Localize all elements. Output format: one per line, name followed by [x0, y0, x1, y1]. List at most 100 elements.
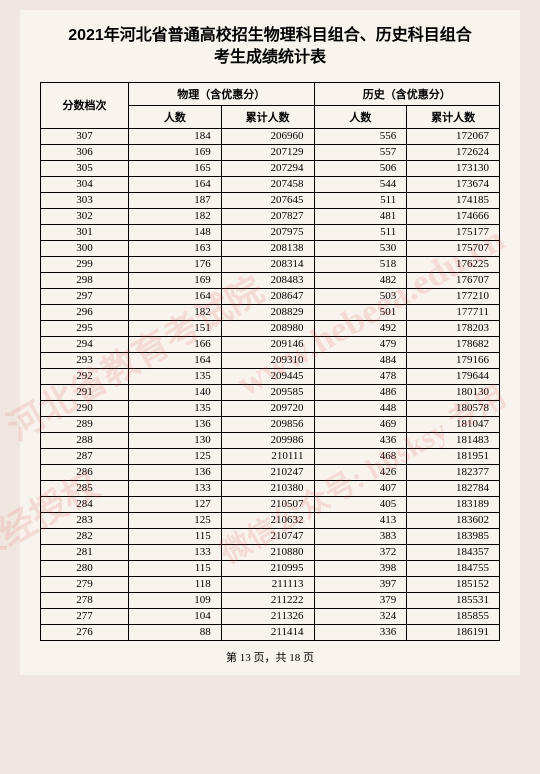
header-history: 历史（含优惠分） — [314, 82, 499, 105]
table-row: 303187207645511174185 — [41, 192, 500, 208]
hist-cum-cell: 183602 — [407, 512, 500, 528]
phys-count-cell: 164 — [129, 288, 222, 304]
phys-count-cell: 176 — [129, 256, 222, 272]
hist-count-cell: 481 — [314, 208, 407, 224]
phys-count-cell: 163 — [129, 240, 222, 256]
score-cell: 291 — [41, 384, 129, 400]
phys-count-cell: 169 — [129, 272, 222, 288]
hist-count-cell: 518 — [314, 256, 407, 272]
hist-cum-cell: 175707 — [407, 240, 500, 256]
hist-count-cell: 397 — [314, 576, 407, 592]
score-cell: 284 — [41, 496, 129, 512]
hist-count-cell: 407 — [314, 480, 407, 496]
phys-cum-cell: 211113 — [221, 576, 314, 592]
table-row: 294166209146479178682 — [41, 336, 500, 352]
hist-cum-cell: 172067 — [407, 128, 500, 144]
table-row: 293164209310484179166 — [41, 352, 500, 368]
hist-cum-cell: 176225 — [407, 256, 500, 272]
table-row: 281133210880372184357 — [41, 544, 500, 560]
page-title: 2021年河北省普通高校招生物理科目组合、历史科目组合 考生成绩统计表 — [40, 25, 500, 70]
score-cell: 286 — [41, 464, 129, 480]
phys-count-cell: 182 — [129, 208, 222, 224]
hist-count-cell: 503 — [314, 288, 407, 304]
phys-cum-cell: 210111 — [221, 448, 314, 464]
phys-count-cell: 182 — [129, 304, 222, 320]
hist-count-cell: 448 — [314, 400, 407, 416]
score-cell: 302 — [41, 208, 129, 224]
phys-count-cell: 104 — [129, 608, 222, 624]
table-row: 280115210995398184755 — [41, 560, 500, 576]
phys-cum-cell: 208829 — [221, 304, 314, 320]
hist-count-cell: 469 — [314, 416, 407, 432]
hist-cum-cell: 173130 — [407, 160, 500, 176]
header-hist-cum: 累计人数 — [407, 105, 500, 128]
phys-cum-cell: 209856 — [221, 416, 314, 432]
table-row: 300163208138530175707 — [41, 240, 500, 256]
phys-count-cell: 148 — [129, 224, 222, 240]
phys-cum-cell: 209986 — [221, 432, 314, 448]
score-cell: 279 — [41, 576, 129, 592]
phys-count-cell: 130 — [129, 432, 222, 448]
table-body: 3071842069605561720673061692071295571726… — [41, 128, 500, 640]
hist-count-cell: 544 — [314, 176, 407, 192]
phys-cum-cell: 211326 — [221, 608, 314, 624]
phys-cum-cell: 210880 — [221, 544, 314, 560]
table-row: 297164208647503177210 — [41, 288, 500, 304]
hist-cum-cell: 182377 — [407, 464, 500, 480]
hist-count-cell: 486 — [314, 384, 407, 400]
phys-cum-cell: 210995 — [221, 560, 314, 576]
table-row: 304164207458544173674 — [41, 176, 500, 192]
table-row: 307184206960556172067 — [41, 128, 500, 144]
score-cell: 305 — [41, 160, 129, 176]
phys-cum-cell: 210380 — [221, 480, 314, 496]
score-cell: 276 — [41, 624, 129, 640]
score-cell: 290 — [41, 400, 129, 416]
phys-cum-cell: 207827 — [221, 208, 314, 224]
title-line-1: 2021年河北省普通高校招生物理科目组合、历史科目组合 — [40, 25, 500, 47]
phys-cum-cell: 211414 — [221, 624, 314, 640]
phys-cum-cell: 210747 — [221, 528, 314, 544]
phys-cum-cell: 208483 — [221, 272, 314, 288]
hist-count-cell: 413 — [314, 512, 407, 528]
score-cell: 292 — [41, 368, 129, 384]
hist-cum-cell: 180578 — [407, 400, 500, 416]
phys-count-cell: 115 — [129, 560, 222, 576]
phys-count-cell: 135 — [129, 400, 222, 416]
hist-count-cell: 501 — [314, 304, 407, 320]
header-phys-count: 人数 — [129, 105, 222, 128]
table-row: 292135209445478179644 — [41, 368, 500, 384]
score-cell: 285 — [41, 480, 129, 496]
table-row: 302182207827481174666 — [41, 208, 500, 224]
phys-count-cell: 165 — [129, 160, 222, 176]
hist-cum-cell: 174666 — [407, 208, 500, 224]
title-line-2: 考生成绩统计表 — [40, 47, 500, 69]
score-cell: 277 — [41, 608, 129, 624]
page-footer: 第 13 页，共 18 页 — [40, 649, 500, 665]
hist-cum-cell: 178203 — [407, 320, 500, 336]
table-row: 279118211113397185152 — [41, 576, 500, 592]
score-cell: 298 — [41, 272, 129, 288]
hist-cum-cell: 175177 — [407, 224, 500, 240]
hist-cum-cell: 179166 — [407, 352, 500, 368]
hist-count-cell: 336 — [314, 624, 407, 640]
hist-cum-cell: 182784 — [407, 480, 500, 496]
hist-count-cell: 484 — [314, 352, 407, 368]
table-row: 285133210380407182784 — [41, 480, 500, 496]
table-row: 278109211222379185531 — [41, 592, 500, 608]
table-row: 287125210111468181951 — [41, 448, 500, 464]
hist-cum-cell: 181047 — [407, 416, 500, 432]
score-cell: 300 — [41, 240, 129, 256]
hist-count-cell: 379 — [314, 592, 407, 608]
hist-count-cell: 556 — [314, 128, 407, 144]
hist-count-cell: 479 — [314, 336, 407, 352]
score-cell: 299 — [41, 256, 129, 272]
hist-count-cell: 492 — [314, 320, 407, 336]
phys-cum-cell: 208980 — [221, 320, 314, 336]
score-cell: 288 — [41, 432, 129, 448]
hist-cum-cell: 180130 — [407, 384, 500, 400]
phys-cum-cell: 208138 — [221, 240, 314, 256]
table-row: 284127210507405183189 — [41, 496, 500, 512]
score-cell: 296 — [41, 304, 129, 320]
phys-cum-cell: 209585 — [221, 384, 314, 400]
hist-count-cell: 324 — [314, 608, 407, 624]
